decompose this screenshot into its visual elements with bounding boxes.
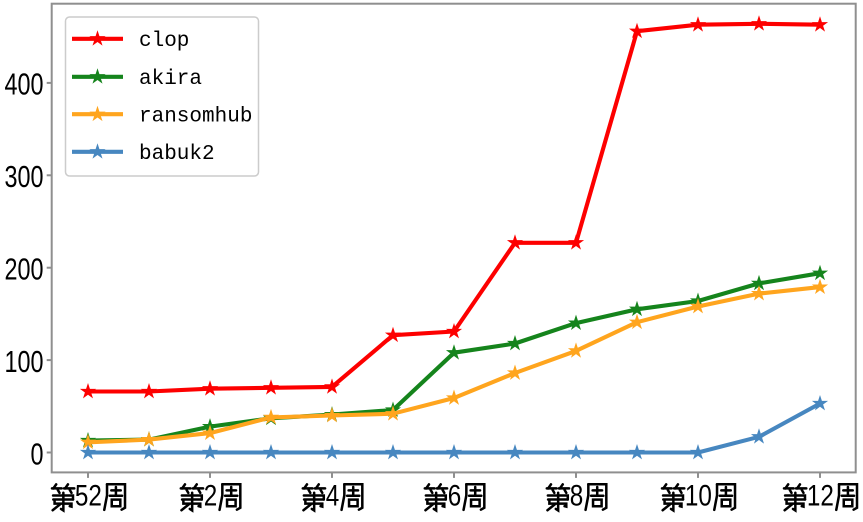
- svg-text:52: 52: [75, 480, 102, 513]
- svg-text:4: 4: [326, 480, 340, 513]
- svg-text:0: 0: [31, 436, 44, 471]
- svg-text:2: 2: [204, 480, 218, 513]
- svg-text:akira: akira: [139, 68, 202, 91]
- svg-text:clop: clop: [139, 30, 189, 53]
- svg-text:10: 10: [685, 480, 712, 513]
- svg-text:200: 200: [5, 252, 44, 287]
- svg-text:6: 6: [448, 480, 462, 513]
- svg-text:400: 400: [5, 67, 44, 102]
- svg-text:babuk2: babuk2: [139, 143, 215, 166]
- svg-text:12: 12: [807, 480, 834, 513]
- svg-text:300: 300: [5, 159, 44, 194]
- svg-text:8: 8: [570, 480, 584, 513]
- svg-text:ransomhub: ransomhub: [139, 106, 252, 129]
- svg-text:100: 100: [5, 344, 44, 379]
